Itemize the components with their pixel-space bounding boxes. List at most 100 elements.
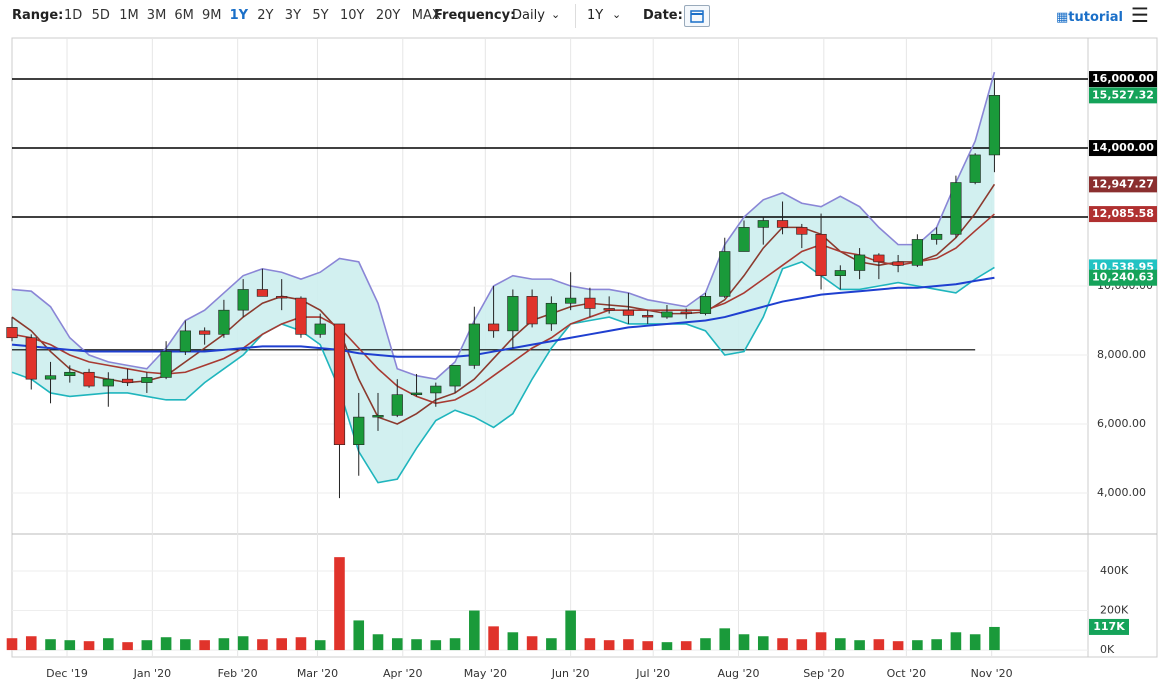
x-tick-label: Nov '20	[971, 667, 1013, 680]
range-button[interactable]: 1Y	[229, 8, 249, 23]
volume-bar	[218, 638, 230, 651]
volume-bar	[199, 640, 210, 651]
candle-body	[931, 233, 943, 240]
volume-bar	[449, 638, 461, 651]
volume-bar	[237, 636, 249, 651]
price-tag-label: 15,527.32	[1092, 88, 1154, 101]
candle-body	[449, 365, 461, 387]
volume-bar	[796, 639, 808, 651]
candle-body	[468, 323, 480, 366]
menu-button[interactable]: ☰	[1131, 3, 1149, 27]
range-button[interactable]: 3Y	[284, 8, 302, 23]
y-tick-label: 8,000.00	[1097, 348, 1146, 361]
volume-bar	[314, 640, 326, 651]
volume-bar	[661, 642, 673, 651]
range-button[interactable]: 1M	[119, 8, 139, 23]
volume-tag-label: 117K	[1093, 620, 1125, 633]
range-button[interactable]: 20Y	[375, 8, 401, 23]
volume-tick-label: 0K	[1100, 643, 1115, 656]
volume-bar	[25, 636, 37, 651]
candle-body	[102, 378, 114, 387]
y-tick-label: 4,000.00	[1097, 486, 1146, 499]
range-button[interactable]: 9M	[202, 8, 222, 23]
candle-body	[873, 254, 885, 263]
volume-bar	[854, 640, 865, 651]
calendar-button[interactable]	[684, 5, 710, 27]
tutorial-text[interactable]: tutorial	[1068, 10, 1124, 25]
candle-body	[121, 378, 134, 383]
price-tag	[1089, 206, 1157, 223]
price-tag	[1089, 140, 1157, 157]
candle-body	[391, 394, 403, 416]
volume-bar	[912, 640, 923, 651]
range-button[interactable]: 10Y	[340, 8, 365, 23]
candle-body	[314, 323, 326, 335]
y-tick-label: 6,000.00	[1097, 417, 1146, 430]
frequency-label: Frequency:	[434, 8, 516, 23]
x-tick-label: Sep '20	[803, 667, 844, 680]
x-tick-label: Aug '20	[718, 667, 760, 680]
candle-body	[565, 297, 577, 304]
candle-body	[526, 296, 538, 325]
indicator-line	[11, 71, 996, 381]
volume-bar	[989, 626, 1000, 651]
candle-body	[796, 227, 808, 235]
volume-bar	[469, 610, 480, 651]
range-button[interactable]: 5Y	[312, 8, 329, 23]
candle-body	[430, 385, 442, 394]
candle-body	[160, 351, 172, 378]
x-tick-label: Jan '20	[133, 667, 171, 680]
volume-bar	[507, 632, 519, 651]
volume-bar	[334, 557, 345, 651]
volume-bar	[565, 610, 576, 651]
tutorial-link[interactable]: ▦tutorial	[1056, 10, 1124, 25]
volume-bar	[969, 634, 981, 651]
frequency-select[interactable]: Daily	[512, 8, 545, 23]
range-button[interactable]: 1D	[64, 8, 83, 23]
volume-bar	[295, 637, 307, 651]
candle-body	[545, 302, 557, 325]
date-label: Date:	[643, 8, 683, 23]
dropdown-arrow: ⌄	[612, 8, 622, 21]
candle-body	[622, 309, 635, 316]
range-button[interactable]: 2Y	[257, 8, 274, 23]
range-button[interactable]: 3M	[146, 8, 167, 23]
x-tick-label: Oct '20	[887, 667, 927, 680]
price-tag-label: 14,000.00	[1092, 141, 1154, 154]
candle-body	[757, 220, 769, 228]
period-select[interactable]: 1Y	[587, 8, 604, 23]
candle-body	[83, 371, 95, 387]
candle-body	[295, 297, 307, 335]
range-button[interactable]: 6M	[174, 8, 194, 23]
volume-bar	[6, 638, 18, 651]
volume-bar	[757, 636, 769, 651]
range-button[interactable]: MAX	[411, 8, 441, 23]
x-tick-label: Mar '20	[297, 667, 338, 680]
volume-bar	[873, 639, 885, 651]
candle-body	[256, 289, 269, 297]
price-tag	[1089, 269, 1157, 286]
candle-body	[680, 311, 692, 314]
candle-body	[410, 392, 423, 395]
calendar-icon	[690, 10, 704, 23]
candle-body	[950, 182, 962, 235]
price-tag	[1089, 176, 1157, 193]
volume-bar	[45, 639, 56, 651]
price-tag-label: 12,085.58	[1092, 207, 1154, 220]
x-tick-label: Apr '20	[383, 667, 423, 680]
volume-bar	[430, 640, 442, 651]
x-tick-label: Jul '20	[635, 667, 670, 680]
volume-tick-label: 400K	[1100, 564, 1129, 577]
range-button[interactable]: 5D	[91, 8, 110, 23]
volume-bar	[122, 642, 133, 651]
volume-bar	[603, 640, 615, 651]
candle-body	[699, 296, 712, 314]
volume-bar	[892, 641, 904, 651]
volume-bar	[180, 639, 191, 651]
candle-body	[353, 416, 365, 445]
volume-bar	[391, 638, 403, 651]
candle-body	[141, 377, 153, 383]
volume-bar	[546, 638, 557, 651]
volume-tick-label: 200K	[1100, 604, 1129, 617]
